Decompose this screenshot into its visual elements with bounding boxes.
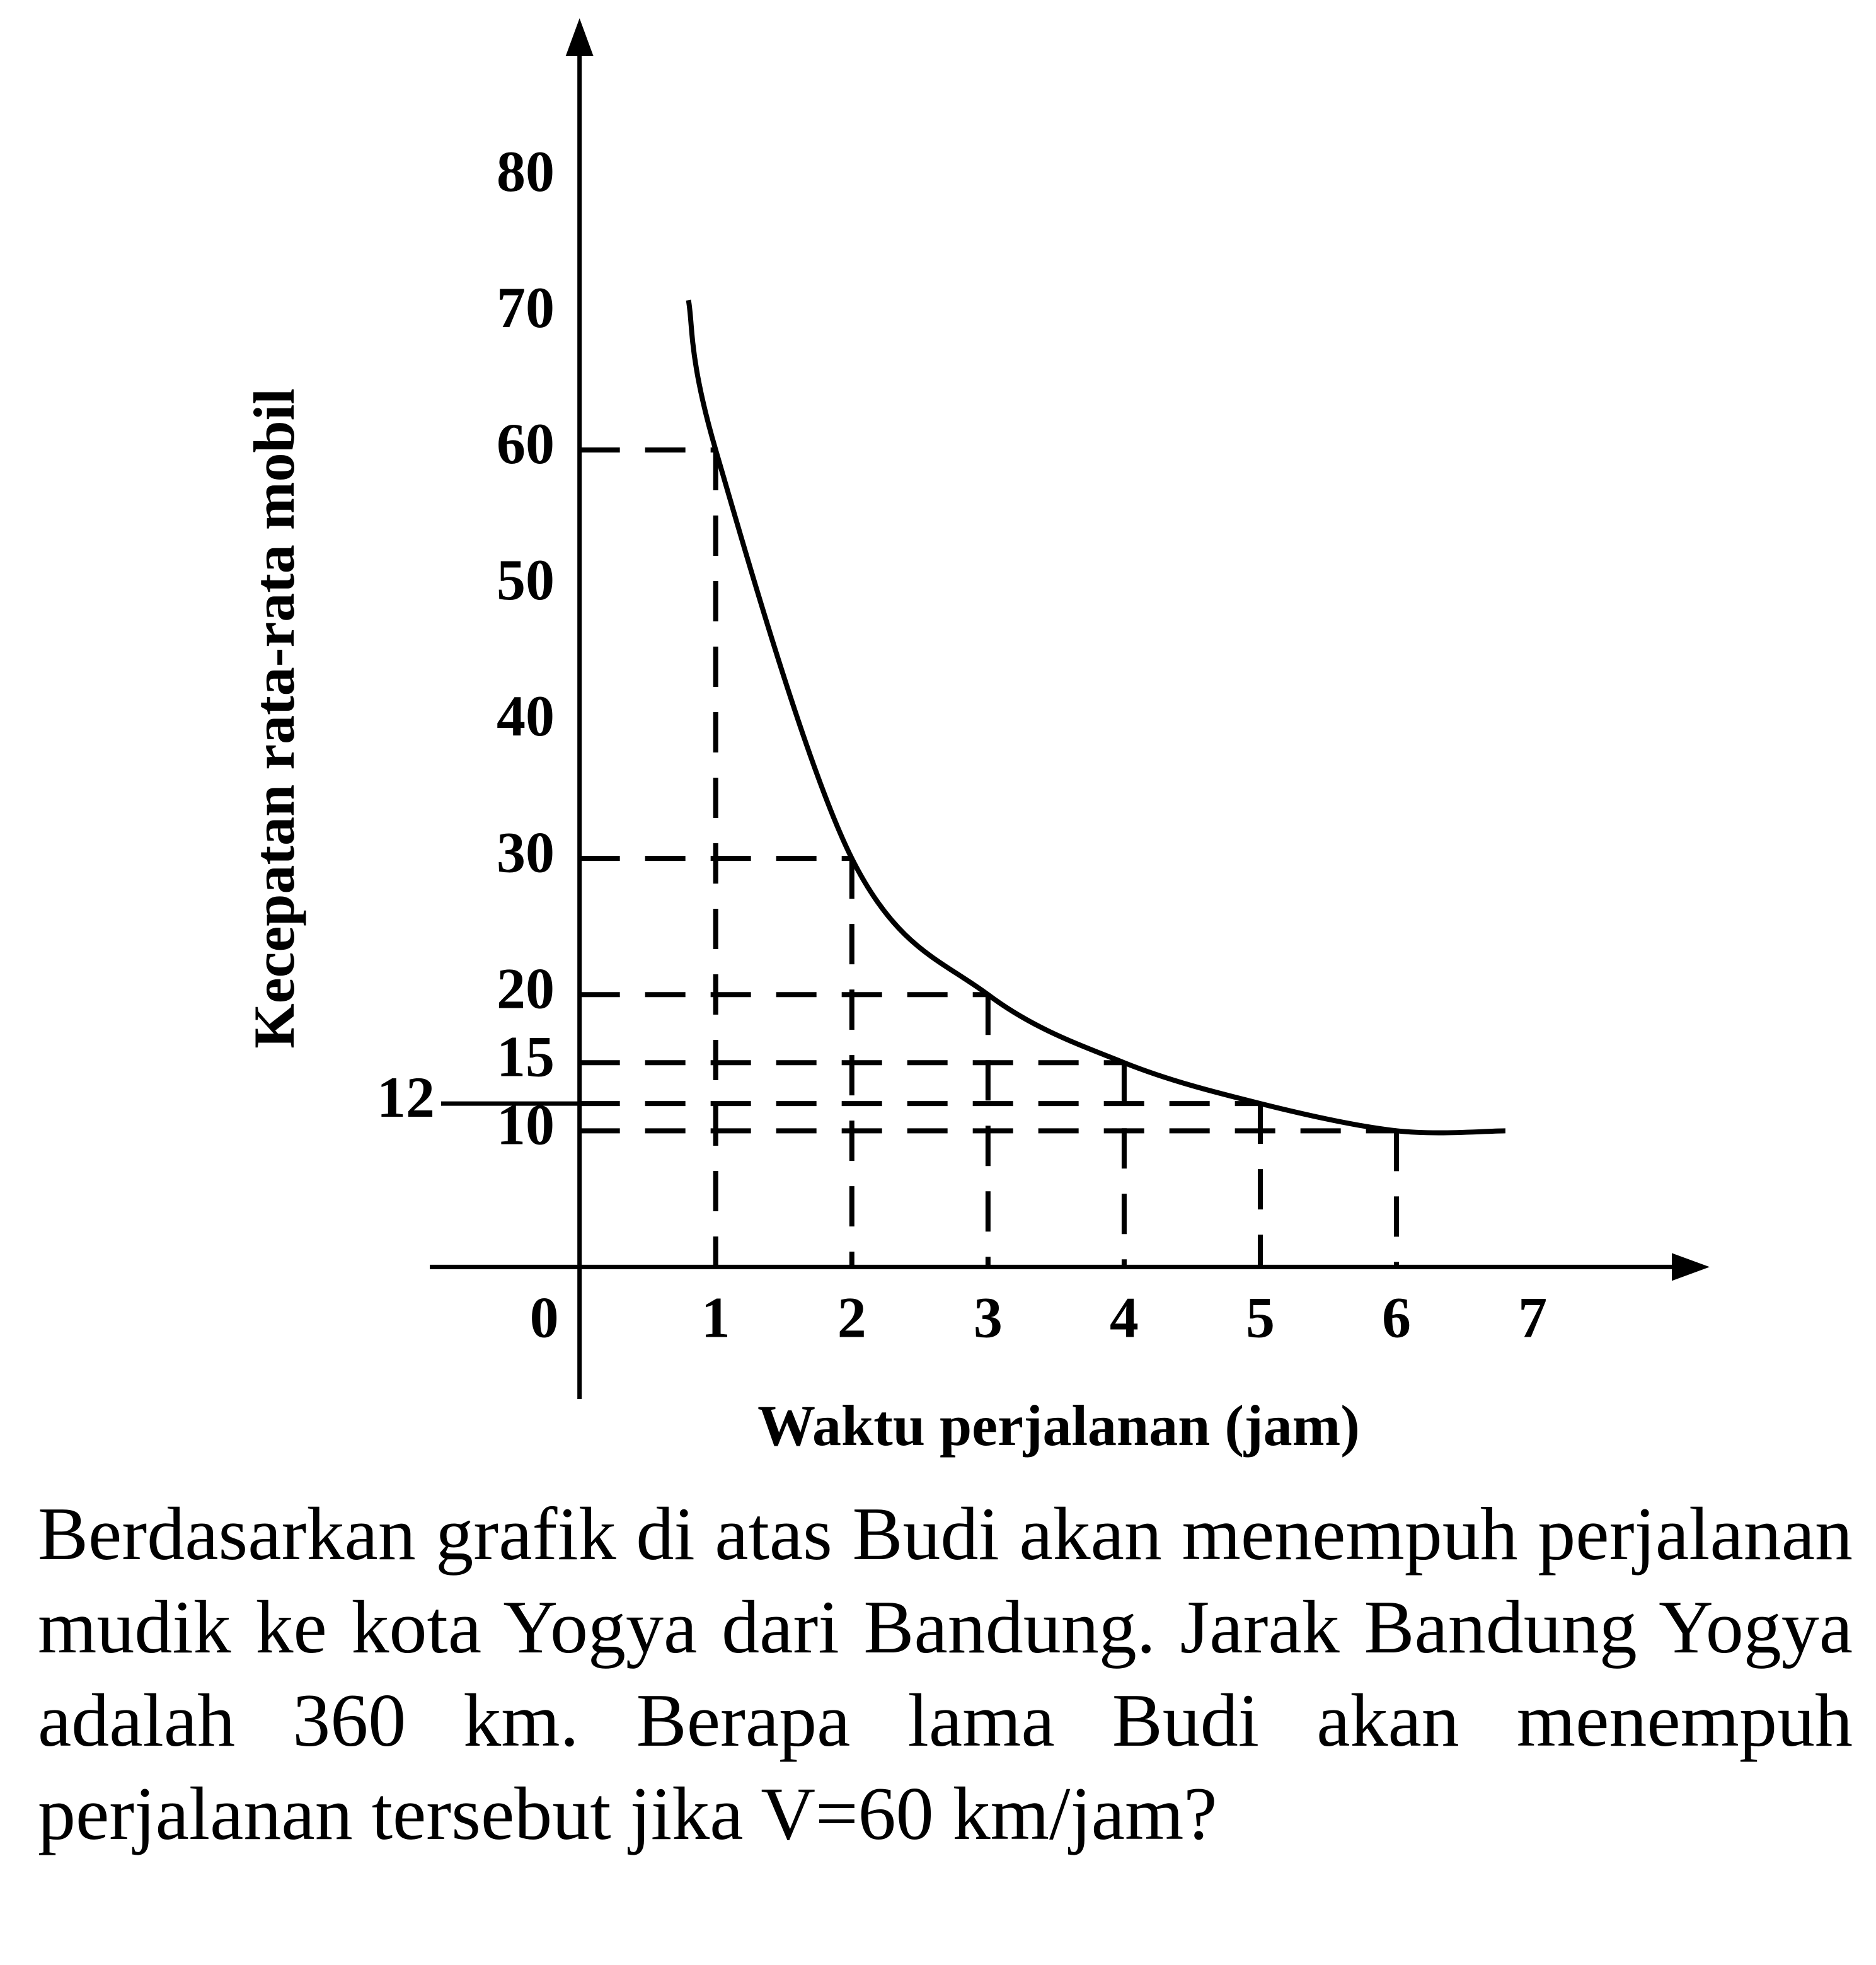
y-axis-arrow [565, 18, 594, 56]
x-tick-label: 6 [1382, 1286, 1411, 1350]
chart: Waktu perjalanan (jam) Kecepatan rata-ra… [242, 18, 1710, 1458]
x-axis-label: Waktu perjalanan (jam) [757, 1393, 1360, 1458]
y-tick-label: 20 [497, 956, 555, 1020]
y-axis-label: Kecepatan rata-rata mobil [242, 388, 306, 1049]
y-tick-label: 15 [497, 1024, 555, 1088]
y-tick-label: 70 [497, 275, 555, 340]
x-tick-label: 4 [1110, 1286, 1139, 1350]
x-axis-arrow [1672, 1253, 1710, 1281]
y-tick-label: 30 [497, 820, 555, 884]
y-tick-label: 40 [497, 684, 555, 748]
y-tick-label: 50 [497, 548, 555, 612]
y-tick-label: 80 [497, 139, 555, 204]
y-tick-label: 60 [497, 412, 555, 476]
question-text: Berdasarkan grafik di atas Budi akan men… [38, 1492, 1853, 1855]
curve [686, 299, 1505, 1136]
y-tick-label: 12 [377, 1065, 435, 1129]
x-tick-label: 0 [530, 1286, 559, 1350]
x-tick-label: 5 [1246, 1286, 1275, 1350]
x-tick-label: 7 [1518, 1286, 1547, 1350]
x-tick-label: 2 [837, 1286, 866, 1350]
x-tick-label: 1 [701, 1286, 730, 1350]
x-tick-label: 3 [974, 1286, 1003, 1350]
